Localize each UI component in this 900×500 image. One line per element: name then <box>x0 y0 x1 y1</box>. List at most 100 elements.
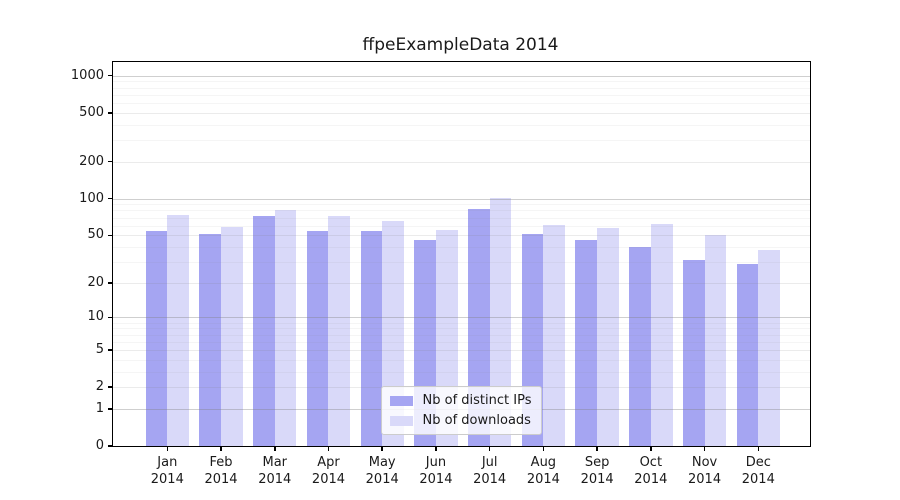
bar-ips-jan <box>145 231 168 446</box>
x-tick-label: Oct 2014 <box>619 454 683 488</box>
gridline <box>113 210 810 212</box>
x-tick-year: 2014 <box>580 472 614 487</box>
bar-ips-feb <box>199 234 221 446</box>
gridline <box>113 217 810 219</box>
gridline <box>113 328 810 330</box>
y-tick <box>108 282 113 284</box>
y-tick-label: 50 <box>87 227 104 243</box>
y-tick <box>108 112 113 114</box>
gridline <box>113 81 810 83</box>
y-tick <box>108 386 113 388</box>
x-tick-label: Apr 2014 <box>296 454 360 488</box>
legend: Nb of distinct IPs Nb of downloads <box>380 386 543 435</box>
legend-swatch-ips <box>389 395 413 406</box>
x-tick-month: Jan <box>157 455 178 470</box>
x-tick-label: Aug 2014 <box>511 454 575 488</box>
x-tick-year: 2014 <box>258 472 292 487</box>
x-tick-month: Oct <box>639 455 663 470</box>
gridline <box>113 75 810 77</box>
y-tick <box>108 316 113 319</box>
legend-label: Nb of distinct IPs <box>422 393 532 408</box>
gridline <box>113 334 810 336</box>
gridline <box>113 198 810 200</box>
x-tick <box>757 446 760 451</box>
y-tick-label: 1 <box>95 400 104 416</box>
bar-ips-apr <box>306 231 329 446</box>
gridline <box>113 235 810 237</box>
gridline <box>113 87 810 89</box>
y-tick-label: 5 <box>95 341 104 357</box>
gridline <box>113 161 810 163</box>
x-tick <box>327 446 330 451</box>
gridline <box>113 246 810 248</box>
x-tick-label: Dec 2014 <box>726 454 790 488</box>
x-tick-year: 2014 <box>204 472 238 487</box>
x-tick-month: Nov <box>691 455 718 470</box>
gridline <box>113 261 810 263</box>
bar-ips-dec <box>736 263 759 446</box>
y-tick <box>108 74 113 77</box>
legend-swatch-downloads <box>389 415 413 426</box>
gridline <box>113 317 810 319</box>
gridline <box>113 124 810 126</box>
gridline <box>113 349 810 351</box>
x-tick-year: 2014 <box>473 472 507 487</box>
x-tick-month: Sep <box>584 455 610 470</box>
x-tick-month: May <box>368 455 396 470</box>
bar-downloads-dec <box>758 249 780 446</box>
y-tick-label: 1000 <box>70 67 104 83</box>
y-tick-label: 2 <box>95 379 104 395</box>
y-tick-label: 500 <box>79 104 104 120</box>
x-tick-year: 2014 <box>419 472 453 487</box>
bar-downloads-jul <box>489 197 512 446</box>
x-tick-label: Jul 2014 <box>458 454 522 488</box>
x-tick-month: Jun <box>425 455 447 470</box>
x-tick-label: May 2014 <box>350 454 414 488</box>
y-tick <box>108 445 113 447</box>
x-tick-year: 2014 <box>634 472 668 487</box>
x-tick-label: Feb 2014 <box>189 454 253 488</box>
bar-ips-sep <box>575 239 598 446</box>
x-tick-label: Sep 2014 <box>565 454 629 488</box>
y-tick-label: 0 <box>95 438 104 453</box>
x-tick <box>381 446 383 451</box>
legend-label: Nb of downloads <box>422 413 531 428</box>
x-tick <box>542 446 545 451</box>
y-tick-label: 200 <box>79 153 104 169</box>
x-tick-month: Feb <box>209 455 233 470</box>
x-tick <box>274 446 276 451</box>
x-tick <box>435 446 437 451</box>
y-tick <box>108 234 113 236</box>
gridline <box>113 140 810 142</box>
bar-ips-may <box>360 231 383 446</box>
x-tick-year: 2014 <box>150 472 184 487</box>
bar-downloads-oct <box>650 223 673 446</box>
gridline <box>113 282 810 284</box>
bar-downloads-apr <box>328 216 351 446</box>
gridline <box>113 322 810 324</box>
x-tick-year: 2014 <box>311 472 346 487</box>
bar-ips-oct <box>629 246 651 446</box>
bar-ips-nov <box>682 260 705 446</box>
x-tick-label: Jan 2014 <box>135 454 199 488</box>
bar-downloads-mar <box>274 210 297 446</box>
gridline <box>113 225 810 227</box>
x-tick-year: 2014 <box>688 472 722 487</box>
y-tick-label: 20 <box>87 274 104 290</box>
y-tick <box>108 197 113 200</box>
x-tick-month: Dec <box>745 455 771 470</box>
bar-downloads-sep <box>597 228 619 446</box>
plot-area: Nb of distinct IPs Nb of downloads 1000 50… <box>71 61 811 487</box>
x-tick <box>703 446 706 451</box>
x-tick-year: 2014 <box>741 472 775 487</box>
legend-entry: Nb of distinct IPs <box>389 393 532 408</box>
x-tick-month: Apr <box>317 455 340 470</box>
chart-title: ffpeExampleData 2014 <box>362 35 559 55</box>
x-tick <box>220 446 222 451</box>
x-tick-label: Mar 2014 <box>243 454 307 488</box>
x-tick <box>488 446 491 451</box>
bar-downloads-feb <box>221 226 243 446</box>
legend-entry: Nb of downloads <box>389 413 532 428</box>
gridline <box>113 371 810 373</box>
